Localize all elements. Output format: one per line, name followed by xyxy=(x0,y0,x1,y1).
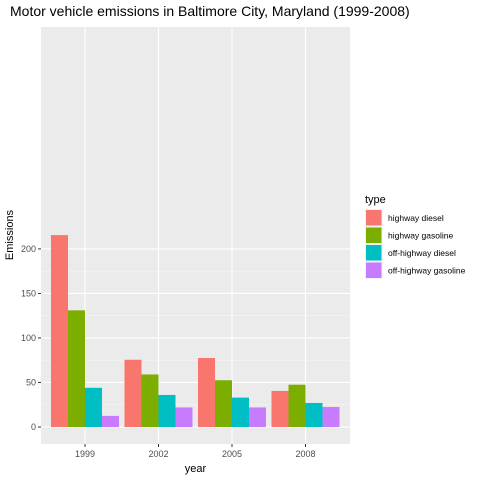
y-tick-label: 200 xyxy=(21,244,36,254)
bar xyxy=(215,380,232,427)
bar xyxy=(175,407,193,427)
y-tick-label: 100 xyxy=(21,333,36,343)
bar xyxy=(271,390,289,427)
y-tick-label: 0 xyxy=(31,422,36,432)
x-tick-label: 2005 xyxy=(222,449,242,459)
legend-label: highway gasoline xyxy=(388,231,453,241)
legend-swatch xyxy=(366,210,382,226)
bar xyxy=(102,415,119,427)
plot-panel xyxy=(41,27,350,444)
chart-title: Motor vehicle emissions in Baltimore Cit… xyxy=(10,3,410,19)
bar xyxy=(305,402,323,427)
y-axis-ticks: 0 50 100 150 200 xyxy=(21,244,41,432)
bar xyxy=(158,394,176,427)
bar xyxy=(249,407,266,427)
bar xyxy=(232,397,249,427)
x-axis-title: year xyxy=(185,463,207,475)
legend-label: off-highway diesel xyxy=(388,248,456,258)
legend: type highway diesel highway gasoline off-h… xyxy=(365,194,466,279)
bar xyxy=(322,406,340,427)
x-tick-label: 2002 xyxy=(148,449,168,459)
bar xyxy=(288,384,306,427)
x-tick-label: 2008 xyxy=(295,449,315,459)
bar xyxy=(124,359,142,427)
x-axis-ticks: 1999 2002 2005 2008 xyxy=(75,444,316,459)
legend-swatch xyxy=(366,245,382,261)
y-tick-label: 150 xyxy=(21,288,36,298)
legend-label: highway diesel xyxy=(388,213,444,223)
bar xyxy=(51,235,68,427)
bar xyxy=(85,387,102,427)
legend-swatch xyxy=(366,262,382,278)
legend-label: off-highway gasoline xyxy=(388,266,466,276)
bar xyxy=(68,310,85,427)
bar xyxy=(198,357,215,427)
y-tick-label: 50 xyxy=(26,377,36,387)
legend-swatch xyxy=(366,227,382,243)
bars xyxy=(51,235,340,427)
y-axis-title: Emissions xyxy=(4,209,16,260)
legend-title: type xyxy=(365,194,386,206)
bar xyxy=(141,374,159,427)
x-tick-label: 1999 xyxy=(75,449,95,459)
